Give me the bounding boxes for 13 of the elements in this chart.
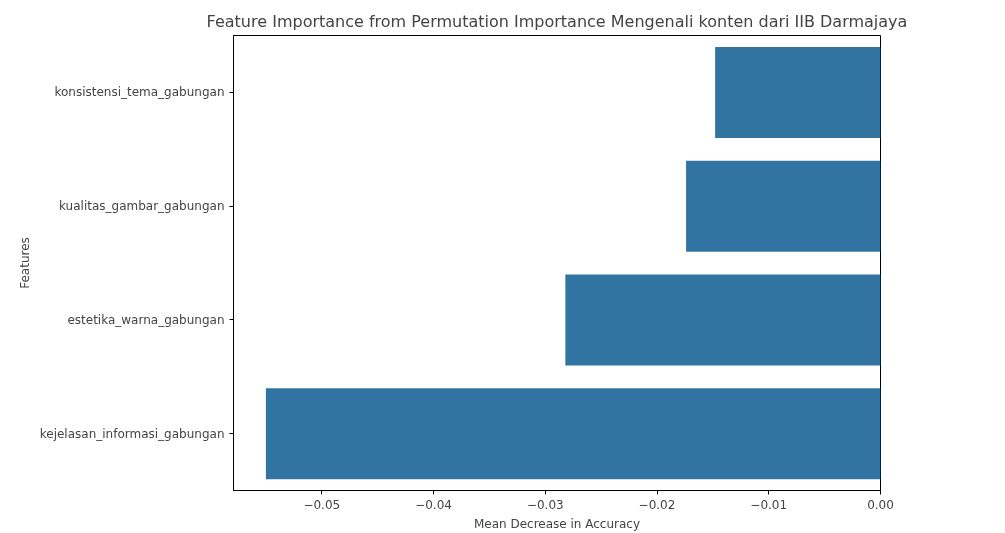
x-tick-label: 0.00: [867, 497, 894, 512]
x-tick-label: −0.03: [526, 497, 564, 512]
x-tick-label: −0.02: [638, 497, 676, 512]
y-tick-label: estetika_warna_gabungan: [67, 312, 225, 327]
y-tick-label: kualitas_gambar_gabungan: [59, 199, 225, 214]
x-axis-title: Mean Decrease in Accuracy: [473, 516, 641, 531]
x-tick-label: −0.04: [415, 497, 452, 512]
y-tick-label: konsistensi_tema_gabungan: [54, 85, 225, 100]
y-axis-title: Features: [17, 237, 32, 289]
x-tick-label: −0.05: [303, 497, 341, 512]
y-tick-label: kejelasan_informasi_gabungan: [39, 426, 225, 441]
x-tick-label: −0.01: [750, 497, 788, 512]
chart-title: Feature Importance from Permutation Importance Mengenali konten dari IIB Darmajaya: [206, 11, 908, 31]
